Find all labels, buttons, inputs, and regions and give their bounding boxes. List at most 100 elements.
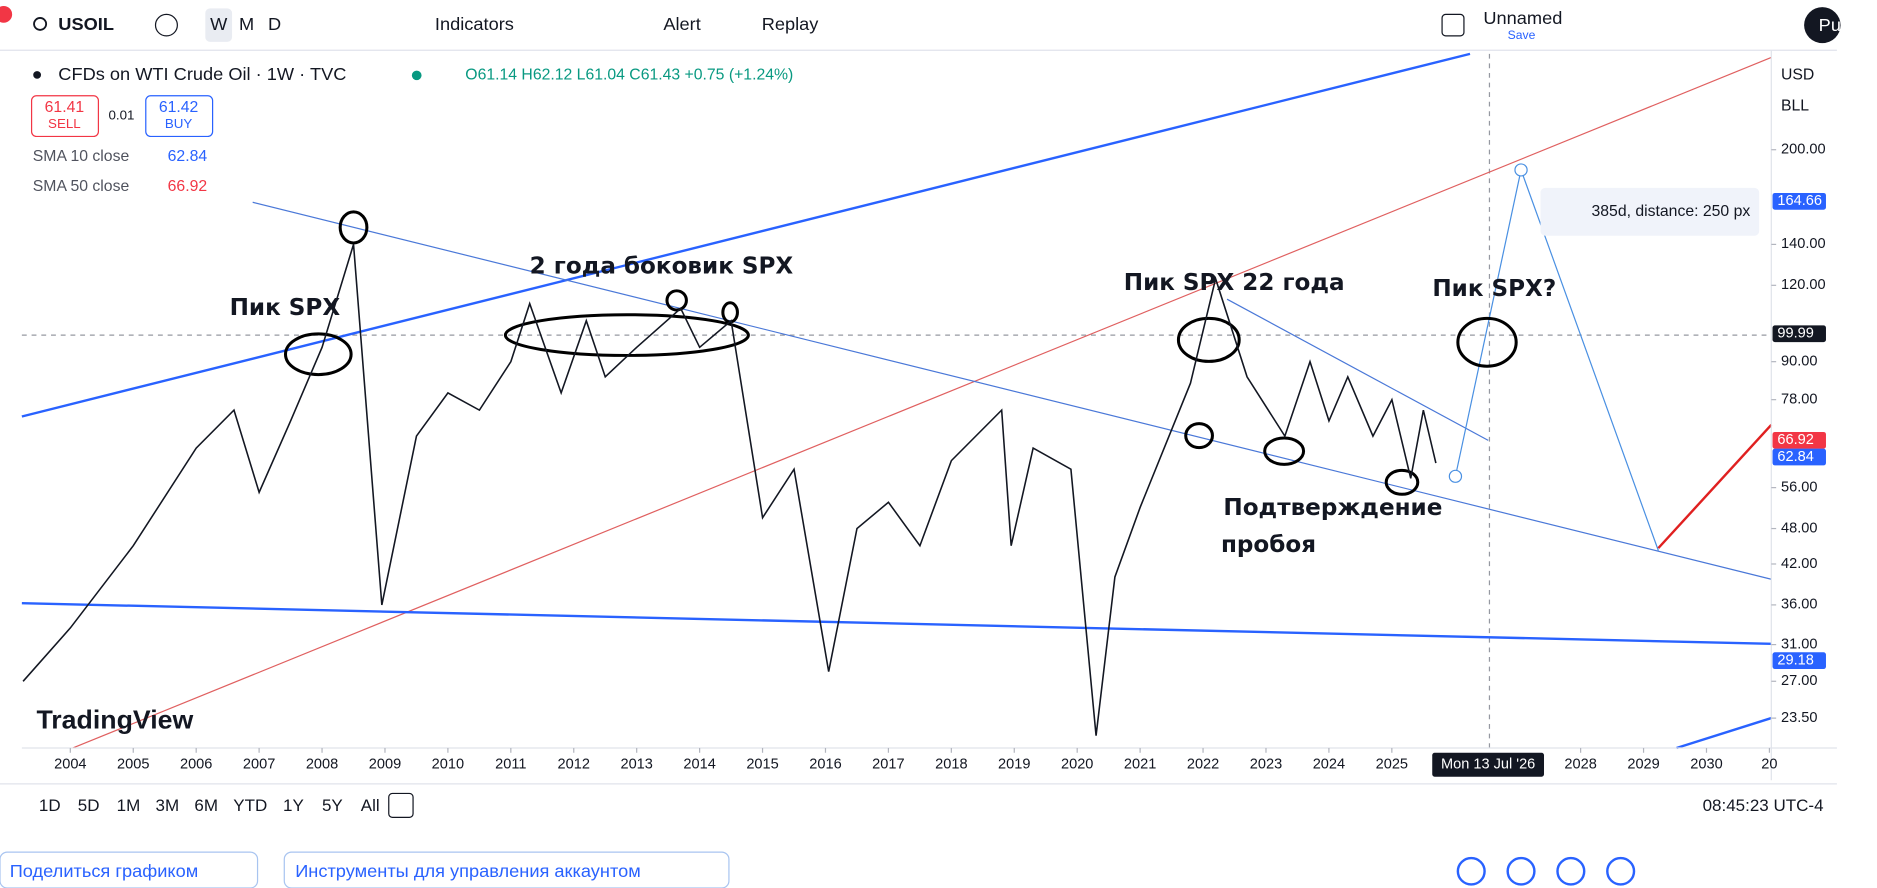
x-tick-label: 2007	[243, 757, 275, 773]
social-linkedin[interactable]	[1606, 856, 1636, 886]
social-reddit[interactable]	[1556, 856, 1586, 886]
spread: 0.01	[108, 108, 134, 123]
range-button[interactable]: 1Y	[283, 796, 304, 815]
range-button[interactable]: 6M	[194, 796, 218, 815]
buy-button[interactable]	[145, 95, 214, 138]
range-button[interactable]: 1D	[39, 796, 61, 815]
avatar[interactable]	[1804, 7, 1841, 44]
cursor-label: Mon 13 Jul '26	[1441, 757, 1535, 773]
x-tick-label: 2023	[1250, 757, 1282, 773]
anchor	[1448, 469, 1463, 483]
ellipse	[665, 289, 688, 312]
legend-title: CFDs on WTI Crude Oil · 1W · TVC	[58, 64, 346, 84]
alert-button[interactable]: Alert	[663, 14, 700, 34]
price-label: 99.99	[1777, 326, 1813, 342]
x-tick-label: 2020	[1061, 757, 1093, 773]
y-tick-label: 78.00	[1781, 392, 1817, 408]
price-label-bg	[1772, 652, 1826, 670]
trendline	[1676, 716, 1772, 750]
share-button[interactable]	[0, 851, 259, 888]
replay-button[interactable]: Replay	[762, 14, 819, 34]
annotation: пробоя	[1221, 532, 1316, 558]
x-tick-label: 2019	[998, 757, 1030, 773]
currency[interactable]: USD	[1781, 67, 1814, 84]
symbol[interactable]: USOIL	[58, 14, 114, 34]
range-button[interactable]: 5Y	[322, 796, 343, 815]
annotation: Пик SPX?	[1432, 276, 1556, 302]
x-tick-label: 2013	[620, 757, 652, 773]
buy[interactable]: BUY	[165, 116, 193, 131]
layout-name[interactable]: Unnamed	[1483, 8, 1562, 28]
ohlc: O61.14 H62.12 L61.04 C61.43 +0.75 (+1.24…	[465, 67, 793, 84]
indicator-value: 66.92	[168, 178, 207, 195]
top-toolbar	[0, 0, 1837, 51]
search-icon[interactable]	[33, 17, 48, 31]
price-label: 164.66	[1777, 193, 1822, 209]
save[interactable]: Save	[1508, 28, 1536, 42]
y-tick-label: 120.00	[1781, 277, 1826, 293]
x-tick-label: 2029	[1627, 757, 1659, 773]
y-tick-label: 140.00	[1781, 236, 1826, 252]
interval[interactable]: D	[268, 14, 281, 34]
indicator-name: SMA 50 close	[33, 178, 130, 195]
trendline	[1226, 298, 1489, 441]
add-icon[interactable]	[154, 13, 178, 37]
price-label: 62.84	[1777, 449, 1813, 465]
share[interactable]: Поделиться графиком	[10, 861, 199, 881]
annotation: Подтверждение	[1223, 495, 1442, 521]
range-button[interactable]: All	[361, 796, 380, 815]
price-label-bg	[1772, 325, 1826, 343]
legend-title: ●	[32, 64, 43, 84]
layout-icon[interactable]	[1441, 13, 1465, 37]
ellipse	[1176, 316, 1241, 363]
clock: 08:45:23 UTC-4	[1703, 796, 1824, 815]
price-label: 29.18	[1777, 653, 1813, 669]
plot: Пик SPX 2 года боковик SPX Пик SPX 22 го…	[21, 52, 1773, 750]
ellipse	[338, 210, 369, 245]
indicator-name: SMA 10 close	[33, 148, 130, 165]
interval[interactable]: M	[239, 14, 254, 34]
ellipse	[1184, 422, 1214, 450]
price-label: 66.92	[1777, 432, 1813, 448]
x-tick-label: 2015	[746, 757, 778, 773]
x-tick-label: 2022	[1187, 757, 1219, 773]
date-range-icon[interactable]	[388, 792, 414, 818]
range-button[interactable]: 3M	[156, 796, 180, 815]
trendline	[72, 56, 1772, 749]
active-interval[interactable]	[205, 8, 233, 42]
social-fb[interactable]	[1506, 856, 1536, 886]
y-tick-label: 31.00	[1781, 636, 1817, 652]
tools-button[interactable]	[283, 851, 730, 888]
price-line	[22, 244, 1437, 736]
social-x[interactable]	[1456, 856, 1486, 886]
trendline	[252, 201, 1772, 580]
y-tick-label: 56.00	[1781, 480, 1817, 496]
buy-price[interactable]: 61.42	[159, 99, 198, 116]
watermark: TradingView	[36, 705, 193, 735]
cursor-label-bg	[1432, 752, 1545, 777]
unit[interactable]: BLL	[1781, 98, 1809, 115]
measure: 385d, distance: 250 px	[1592, 203, 1751, 220]
tools[interactable]: Инструменты для управления аккаунтом	[295, 861, 641, 881]
sell[interactable]: SELL	[48, 116, 81, 131]
price-label-bg	[1772, 448, 1826, 466]
x-tick-label: 2008	[306, 757, 338, 773]
social	[1456, 856, 1636, 886]
y-tick-label: 200.00	[1781, 142, 1826, 158]
trendline	[21, 52, 1471, 418]
ellipse	[1263, 436, 1306, 466]
range-button[interactable]: 1M	[117, 796, 141, 815]
y-tick-label: 42.00	[1781, 556, 1817, 572]
sell-price[interactable]: 61.41	[45, 99, 84, 116]
indicators-button[interactable]: Indicators	[435, 14, 514, 34]
interval[interactable]: W	[210, 14, 227, 34]
x-tick-label: 2006	[180, 757, 212, 773]
annotation: Пик SPX 22 года	[1124, 270, 1345, 296]
range-button[interactable]: 5D	[78, 796, 100, 815]
user[interactable]: Pu	[1819, 15, 1841, 35]
range-button[interactable]: YTD	[233, 796, 267, 815]
sell-button[interactable]	[30, 95, 100, 138]
ellipse	[1384, 468, 1420, 496]
